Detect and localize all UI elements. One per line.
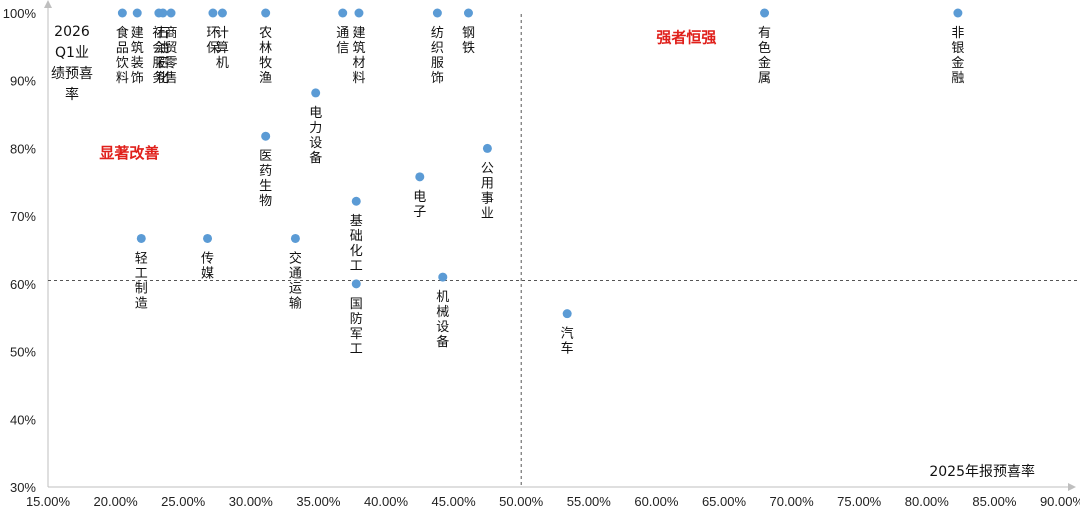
x-tick-label: 50.00%	[499, 494, 544, 509]
y-tick-label: 70%	[10, 209, 36, 224]
x-tick-label: 75.00%	[837, 494, 882, 509]
data-point	[562, 309, 572, 319]
x-tick-label: 55.00%	[567, 494, 612, 509]
data-point	[136, 233, 146, 243]
point-label: 国防军工	[350, 297, 363, 357]
y-tick-label: 60%	[10, 277, 36, 292]
point-label: 基础化工	[350, 214, 363, 274]
x-tick-label: 30.00%	[229, 494, 274, 509]
point-label: 汽车	[561, 327, 574, 357]
data-point	[463, 8, 473, 18]
x-tick-label: 45.00%	[432, 494, 477, 509]
point-label: 公用事业	[481, 161, 494, 221]
point-label: 医药生物	[259, 149, 272, 209]
point-label: 钢铁	[462, 26, 475, 56]
x-tick-label: 40.00%	[364, 494, 409, 509]
axis-titles: 2025年报预喜率 2026 Q1业绩预喜率	[51, 24, 1035, 480]
x-tick-labels: 15.00% 20.00% 25.00% 30.00% 35.00% 40.00% 45.0…	[26, 494, 1080, 509]
data-point	[217, 8, 227, 18]
data-point	[760, 8, 770, 18]
data-point	[351, 196, 361, 206]
data-point	[354, 8, 364, 18]
data-point	[117, 8, 127, 18]
x-axis-arrow	[1068, 483, 1076, 491]
data-point	[338, 8, 348, 18]
axes	[44, 0, 1076, 491]
y-tick-label: 50%	[10, 345, 36, 360]
point-label: 石油石化	[156, 26, 169, 86]
point-label: 有色金属	[758, 26, 771, 86]
x-tick-label: 60.00%	[634, 494, 679, 509]
data-point	[482, 143, 492, 153]
point-label: 纺织服饰	[431, 26, 444, 86]
data-point	[311, 88, 321, 98]
y-tick-labels: 30% 40% 50% 60% 70% 80% 90% 100%	[3, 6, 37, 495]
x-tick-label: 20.00%	[94, 494, 139, 509]
data-point	[158, 8, 168, 18]
x-tick-label: 65.00%	[702, 494, 747, 509]
y-tick-label: 80%	[10, 141, 36, 156]
point-label: 电子	[413, 190, 426, 220]
x-tick-label: 90.00%	[1040, 494, 1080, 509]
data-point	[953, 8, 963, 18]
y-tick-label: 40%	[10, 412, 36, 427]
x-tick-label: 70.00%	[770, 494, 815, 509]
data-point	[290, 233, 300, 243]
data-point	[166, 8, 176, 18]
x-tick-label: 80.00%	[905, 494, 950, 509]
data-point	[208, 8, 218, 18]
quadrant-label: 强者恒强	[656, 29, 716, 47]
x-tick-label: 25.00%	[161, 494, 206, 509]
point-label: 交通运输	[289, 250, 302, 311]
data-point	[132, 8, 142, 18]
quadrant-label: 显著改善	[99, 144, 159, 162]
x-axis-title: 2025年报预喜率	[929, 463, 1035, 480]
point-label: 社会服务	[152, 25, 165, 86]
data-point	[438, 272, 448, 282]
point-label: 环保	[206, 26, 219, 56]
reference-lines	[48, 14, 1080, 487]
point-label: 传媒	[201, 251, 214, 281]
data-point	[432, 8, 442, 18]
y-tick-label: 100%	[3, 6, 37, 21]
x-tick-label: 15.00%	[26, 494, 71, 509]
y-axis-title: 2026 Q1业绩预喜率	[51, 24, 93, 103]
point-label: 非银金融	[951, 26, 964, 86]
point-label: 建筑材料	[352, 26, 365, 86]
data-point	[261, 8, 271, 18]
data-point	[261, 131, 271, 141]
point-label: 机械设备	[436, 290, 449, 350]
point-label: 电力设备	[309, 106, 322, 166]
data-point	[351, 279, 361, 289]
y-tick-label: 30%	[10, 480, 36, 495]
point-label: 轻工制造	[135, 251, 148, 311]
x-tick-label: 35.00%	[296, 494, 341, 509]
y-axis-arrow	[44, 0, 52, 8]
point-label: 通信	[336, 26, 349, 56]
point-label: 建筑装饰	[131, 26, 144, 86]
x-tick-label: 85.00%	[972, 494, 1017, 509]
point-label: 商贸零售	[165, 26, 178, 86]
point-label: 计算机	[216, 26, 229, 71]
data-point	[415, 172, 425, 182]
data-point	[203, 233, 213, 243]
point-label: 食品饮料	[116, 25, 129, 86]
point-label: 农林牧渔	[259, 26, 272, 86]
y-tick-label: 90%	[10, 74, 36, 89]
